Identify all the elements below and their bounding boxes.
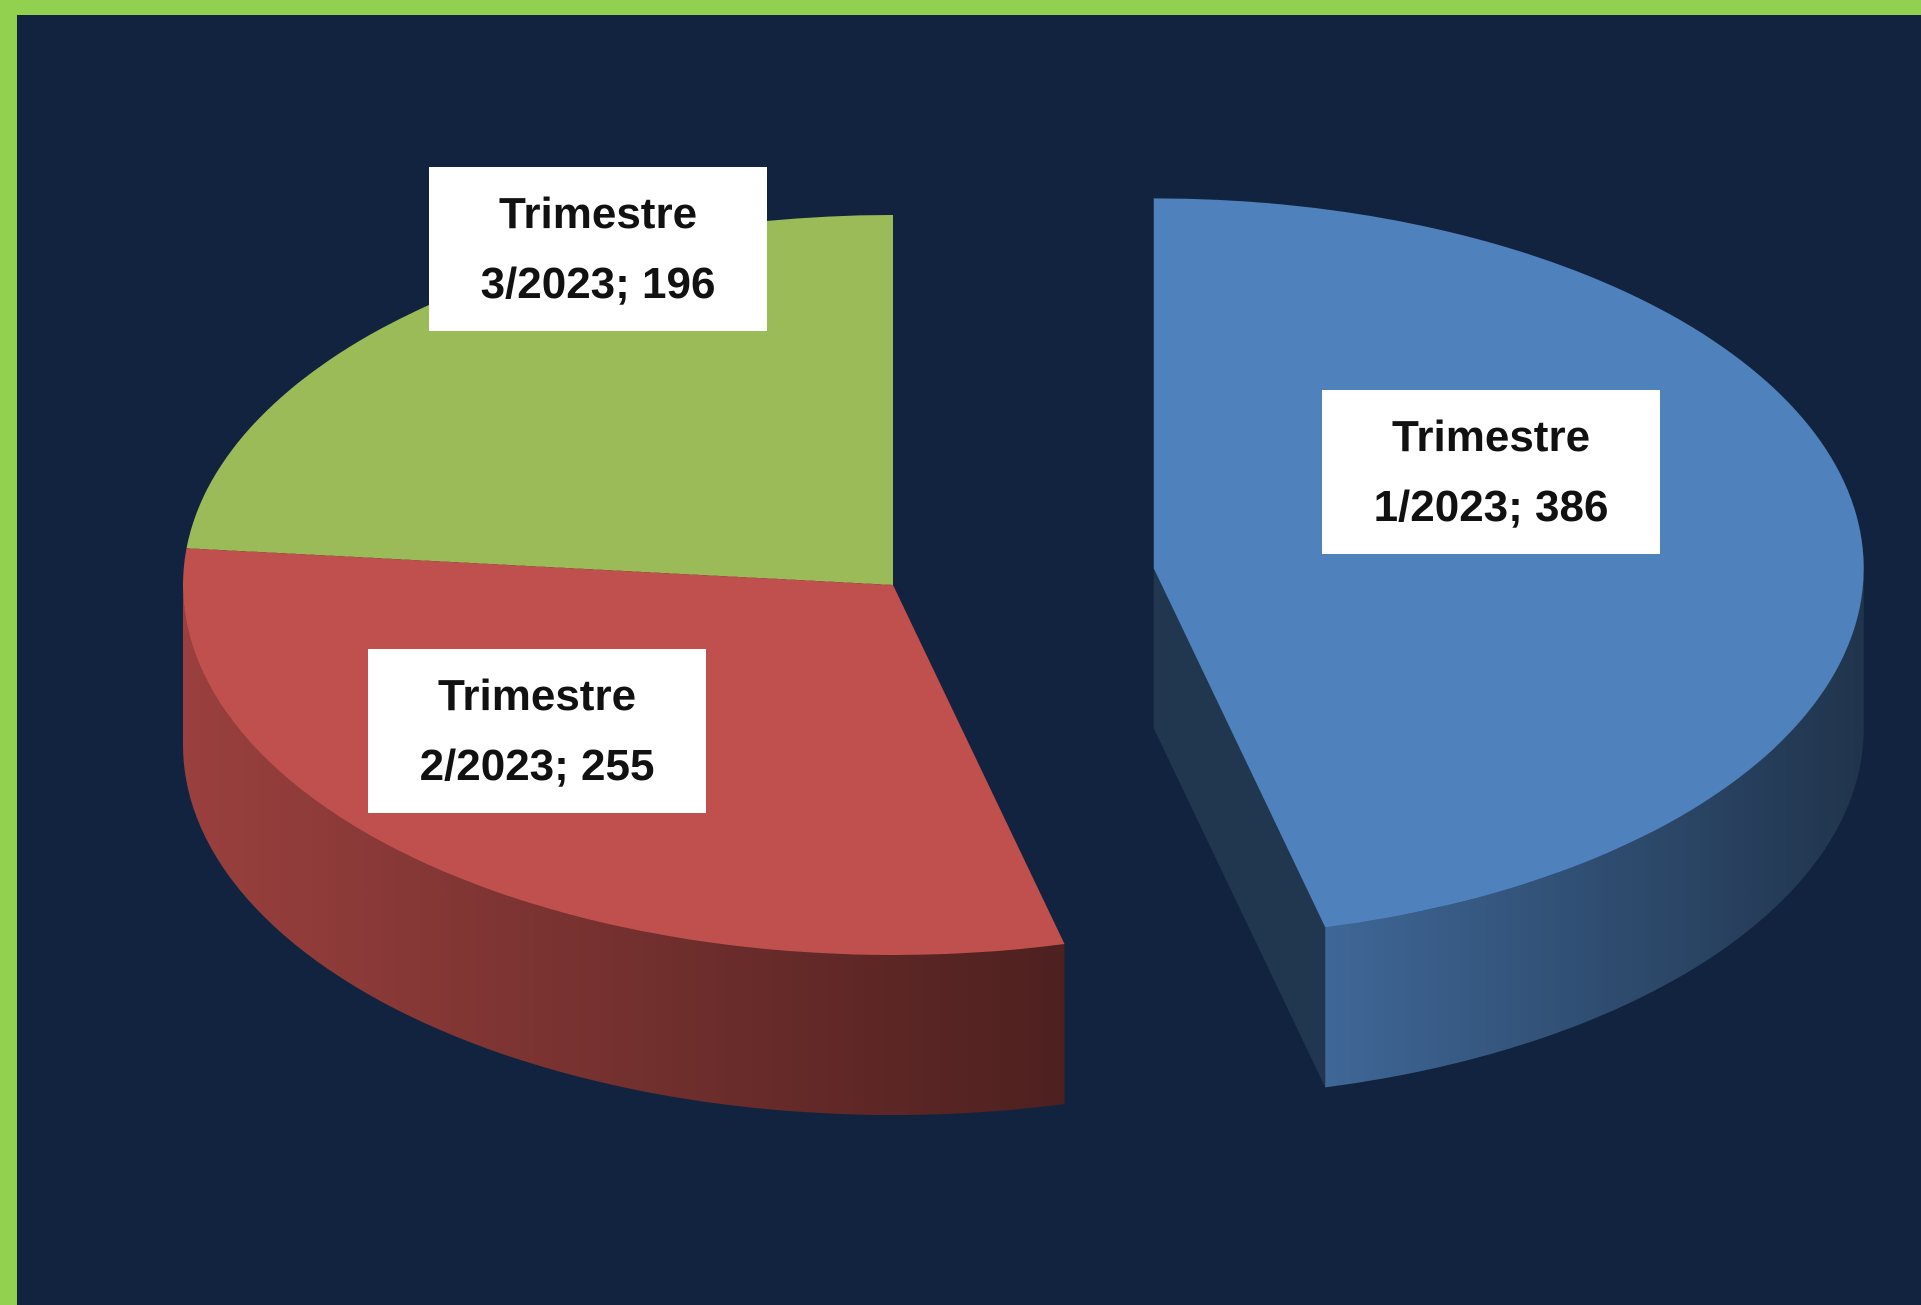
slice-side bbox=[183, 585, 1065, 1115]
data-label: Trimestre 1/2023; 386 bbox=[1322, 390, 1660, 554]
slice-top bbox=[1153, 198, 1864, 928]
pie-slice bbox=[1153, 198, 1864, 1088]
pie-slice bbox=[182, 548, 1065, 1115]
data-label: Trimestre 3/2023; 196 bbox=[429, 167, 767, 331]
slice-side bbox=[1325, 568, 1864, 1088]
slice-side bbox=[1153, 568, 1326, 1088]
chart bbox=[182, 198, 1864, 1115]
data-label: Trimestre 2/2023; 255 bbox=[368, 649, 706, 813]
